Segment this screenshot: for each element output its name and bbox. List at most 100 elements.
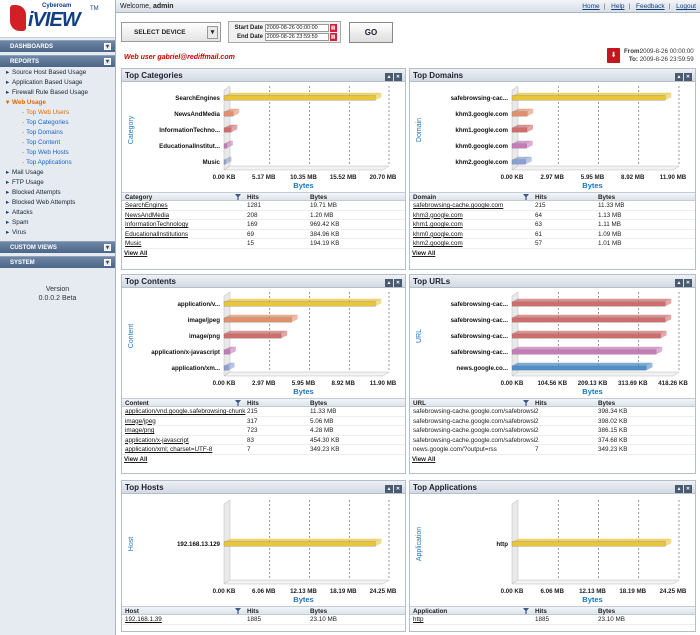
menu-virus[interactable]: ▸ Virus (0, 228, 115, 238)
collapse-toggle-icon[interactable]: ▾ (104, 43, 111, 50)
column-header[interactable]: Hits (247, 400, 259, 407)
row-name-link[interactable]: InformationTechnology (125, 221, 189, 229)
end-date-input[interactable]: 2009-08-26 23:59:59 (264, 33, 329, 41)
filter-icon[interactable] (235, 194, 241, 200)
view-all-link[interactable]: View All (412, 455, 436, 463)
row-name-link[interactable]: 192.168.1.39 (125, 616, 162, 623)
bar-top (512, 108, 534, 112)
column-header[interactable]: Category (125, 194, 153, 201)
submenu-top-web-hosts[interactable]: - Top Web Hosts (0, 148, 115, 158)
close-icon[interactable]: ✕ (684, 279, 692, 287)
feedback-link[interactable]: Feedback (636, 3, 665, 10)
row-name-link[interactable]: application/x-javascript (125, 436, 189, 444)
filter-icon[interactable] (235, 608, 241, 614)
row-name-link[interactable]: application/xml; charset=UTF-8 (125, 446, 213, 454)
filter-icon[interactable] (235, 400, 241, 406)
menu-mail-usage[interactable]: ▸ Mail Usage (0, 168, 115, 178)
close-icon[interactable]: ✕ (684, 73, 692, 81)
submenu-top-domains[interactable]: - Top Domains (0, 128, 115, 138)
menu-attacks[interactable]: ▸ Attacks (0, 208, 115, 218)
row-bytes: 194.19 KB (310, 240, 340, 248)
column-header[interactable]: Bytes (598, 608, 616, 615)
filter-icon[interactable] (523, 608, 529, 614)
view-all-link[interactable]: View All (412, 249, 436, 257)
column-header[interactable]: Hits (535, 194, 547, 201)
section-dashboards[interactable]: DASHBOARDS ▾ (0, 40, 115, 52)
start-date-input[interactable]: 2009-08-26 00:00:00 (264, 24, 329, 32)
go-button[interactable]: GO (349, 22, 393, 43)
row-name-link[interactable]: NewsAndMedia (125, 211, 170, 219)
help-link[interactable]: Help (611, 3, 625, 10)
column-header[interactable]: Domain (413, 194, 437, 201)
column-header[interactable]: Host (125, 608, 139, 615)
calendar-icon[interactable]: ▦ (329, 33, 337, 41)
maximize-icon[interactable]: ▲ (675, 73, 683, 81)
collapse-toggle-icon[interactable]: ▾ (104, 259, 111, 266)
row-hits: 2 (535, 427, 539, 435)
close-icon[interactable]: ✕ (394, 485, 402, 493)
menu-blocked-web-attempts[interactable]: ▸ Blocked Web Attempts (0, 198, 115, 208)
column-header[interactable]: Content (125, 400, 149, 407)
section-system[interactable]: SYSTEM ▾ (0, 256, 115, 268)
maximize-icon[interactable]: ▲ (675, 279, 683, 287)
row-name-link[interactable]: safebrowsing-cache.google.com (413, 202, 504, 209)
column-header[interactable]: Bytes (598, 194, 616, 201)
row-name-link[interactable]: http (413, 616, 424, 623)
filter-icon[interactable] (523, 194, 529, 200)
section-custom-views[interactable]: CUSTOM VIEWS ▾ (0, 241, 115, 253)
column-header[interactable]: Hits (535, 400, 547, 407)
column-header[interactable]: Hits (247, 608, 259, 615)
filter-icon[interactable] (523, 400, 529, 406)
column-header[interactable]: Bytes (310, 608, 328, 615)
submenu-top-content[interactable]: - Top Content (0, 138, 115, 148)
section-reports[interactable]: REPORTS ▾ (0, 55, 115, 67)
row-name-link[interactable]: image/jpeg (125, 417, 156, 425)
home-link[interactable]: Home (582, 3, 600, 10)
close-icon[interactable]: ✕ (394, 279, 402, 287)
column-header[interactable]: Hits (535, 608, 547, 615)
view-all-link[interactable]: View All (124, 455, 148, 463)
chevron-down-icon[interactable]: ▾ (207, 26, 218, 39)
column-header[interactable]: Application (413, 608, 448, 615)
menu-ftp-usage[interactable]: ▸ FTP Usage (0, 178, 115, 188)
calendar-icon[interactable]: ▦ (329, 24, 337, 32)
menu-source-host-usage[interactable]: ▸ Source Host Based Usage (0, 68, 115, 78)
row-name-link[interactable]: application/vnd.google.safebrowsing-chun… (125, 408, 246, 415)
row-name-link[interactable]: Music (125, 240, 142, 248)
row-name-link[interactable]: khm2.google.com (413, 240, 463, 248)
row-name-link[interactable]: khm0.google.com (413, 230, 463, 238)
row-name-link[interactable]: khm3.google.com (413, 211, 463, 219)
menu-web-usage[interactable]: ▾ Web Usage (0, 98, 115, 108)
menu-firewall-rule-usage[interactable]: ▸ Firewall Rule Based Usage (0, 88, 115, 98)
row-name-link[interactable]: SearchEngines (125, 202, 168, 209)
menu-application-usage[interactable]: ▸ Application Based Usage (0, 78, 115, 88)
collapse-toggle-icon[interactable]: ▾ (104, 58, 111, 65)
column-header[interactable]: URL (413, 400, 426, 407)
column-header[interactable]: Bytes (598, 400, 616, 407)
device-select[interactable]: SELECT DEVICE ▾ (121, 22, 221, 42)
collapse-toggle-icon[interactable]: ▾ (104, 244, 111, 251)
close-icon[interactable]: ✕ (394, 73, 402, 81)
tick-label: 8.92 MB (621, 174, 645, 181)
menu-spam[interactable]: ▸ Spam (0, 218, 115, 228)
column-header[interactable]: Hits (247, 194, 259, 201)
column-header[interactable]: Bytes (310, 194, 328, 201)
submenu-top-categories[interactable]: - Top Categories (0, 118, 115, 128)
close-icon[interactable]: ✕ (684, 485, 692, 493)
pdf-icon[interactable]: ⬇ (607, 48, 620, 63)
row-name-link[interactable]: image/png (125, 427, 155, 435)
maximize-icon[interactable]: ▲ (385, 485, 393, 493)
maximize-icon[interactable]: ▲ (675, 485, 683, 493)
submenu-top-web-users[interactable]: - Top Web Users (0, 108, 115, 118)
row-name-link[interactable]: EducationalInstitutions (125, 230, 189, 238)
maximize-icon[interactable]: ▲ (385, 279, 393, 287)
menu-blocked-attempts[interactable]: ▸ Blocked Attempts (0, 188, 115, 198)
arrow-right-icon: ▸ (6, 189, 10, 196)
maximize-icon[interactable]: ▲ (385, 73, 393, 81)
row-name-link[interactable]: khm1.google.com (413, 221, 463, 229)
view-all-link[interactable]: View All (124, 249, 148, 257)
logout-link[interactable]: Logout (676, 3, 696, 10)
tick-label: 6.06 MB (252, 588, 276, 595)
submenu-top-applications[interactable]: - Top Applications (0, 158, 115, 168)
column-header[interactable]: Bytes (310, 400, 328, 407)
